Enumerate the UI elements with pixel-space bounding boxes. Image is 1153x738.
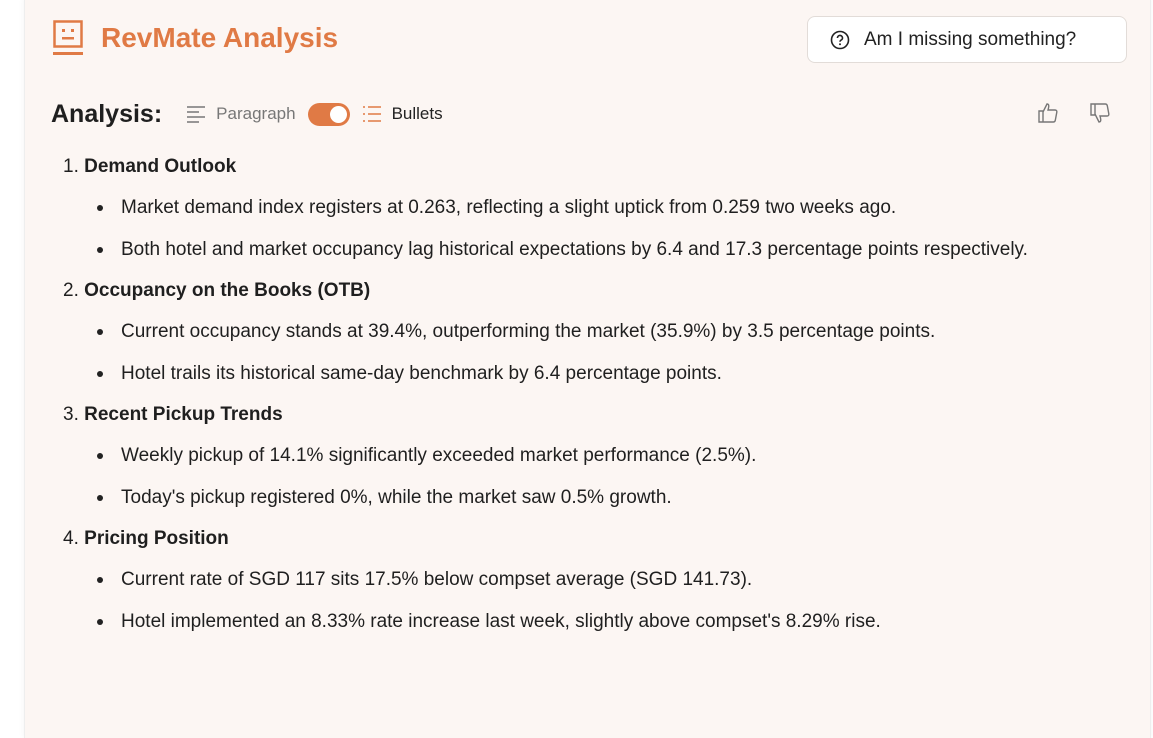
bullet-item: Both hotel and market occupancy lag hist…: [97, 235, 1083, 264]
section-number: 2.: [63, 280, 79, 301]
section-heading: Pricing Position: [84, 528, 229, 549]
section-number: 1.: [63, 156, 79, 177]
bullet-item: Hotel trails its historical same-day ben…: [97, 359, 1083, 388]
analysis-list: 1. Demand Outlook Market demand index re…: [63, 154, 1083, 650]
feedback-buttons: [1037, 102, 1111, 124]
section-heading: Occupancy on the Books (OTB): [84, 280, 371, 301]
question-circle-icon: [830, 30, 850, 49]
analysis-toolbar: Analysis: Paragraph Bullets: [51, 98, 455, 130]
section-heading: Recent Pickup Trends: [84, 404, 283, 425]
paragraph-icon: [187, 106, 206, 123]
ask-missing-button[interactable]: Am I missing something?: [807, 16, 1127, 63]
bullet-item: Weekly pickup of 14.1% significantly exc…: [97, 441, 1083, 470]
analysis-section: 4. Pricing Position Current rate of SGD …: [63, 526, 1083, 636]
bullet-list-icon: [362, 106, 381, 122]
analysis-section: 3. Recent Pickup Trends Weekly pickup of…: [63, 402, 1083, 512]
analysis-section: 2. Occupancy on the Books (OTB) Current …: [63, 278, 1083, 388]
analysis-section: 1. Demand Outlook Market demand index re…: [63, 154, 1083, 264]
bullets-option[interactable]: Bullets: [391, 104, 443, 123]
bullet-item: Today's pickup registered 0%, while the …: [97, 483, 1083, 512]
app-title: RevMate Analysis: [101, 22, 339, 53]
robot-face-icon: [53, 20, 83, 55]
paragraph-bullets-toggle[interactable]: [307, 102, 350, 126]
thumbs-down-icon[interactable]: [1089, 102, 1111, 124]
analysis-card: RevMate Analysis Am I missing something?…: [24, 0, 1151, 738]
bullet-item: Current rate of SGD 117 sits 17.5% below…: [97, 565, 1083, 594]
thumbs-up-icon[interactable]: [1037, 102, 1059, 124]
section-heading: Demand Outlook: [84, 156, 237, 177]
section-number: 3.: [63, 404, 79, 425]
bullet-item: Current occupancy stands at 39.4%, outpe…: [97, 317, 1083, 346]
bullet-item: Hotel implemented an 8.33% rate increase…: [97, 607, 1083, 636]
bullet-item: Market demand index registers at 0.263, …: [97, 193, 1083, 222]
section-number: 4.: [63, 528, 79, 549]
ask-missing-label: Am I missing something?: [864, 28, 1077, 50]
paragraph-option[interactable]: Paragraph: [216, 104, 296, 123]
analysis-label: Analysis:: [51, 99, 163, 128]
